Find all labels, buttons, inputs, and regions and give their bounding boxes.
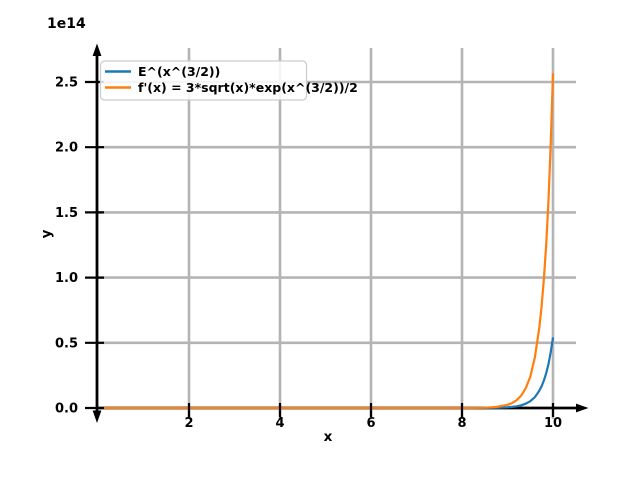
gridlines (97, 48, 576, 419)
y-axis (92, 43, 102, 423)
legend-label-0: E^(x^(3/2)) (138, 64, 220, 79)
y-tick-label: 2.0 (55, 141, 78, 156)
tick-marks (85, 80, 555, 417)
x-tick-label: 4 (275, 416, 284, 431)
x-tick-label: 6 (366, 416, 375, 431)
y-axis-label: y (39, 229, 55, 238)
y-axis-top-arrow-icon (92, 43, 102, 56)
legend-box (99, 60, 308, 101)
y-tick-label: 0.5 (55, 336, 78, 351)
y-tick-label: 2.5 (55, 76, 78, 91)
y-tick-label: 1.5 (55, 206, 78, 221)
series-line-1 (98, 73, 555, 410)
x-tick-label: 2 (184, 416, 193, 431)
x-axis-arrow-icon (576, 403, 589, 413)
y-tick-label: 1.0 (55, 271, 78, 286)
y-axis-bottom-arrow-icon (92, 410, 102, 423)
legend-label-1: f'(x) = 3*sqrt(x)*exp(x^(3/2))/2 (138, 80, 358, 95)
x-axis-label: x (324, 429, 333, 445)
tick-labels: 0.0 0.5 1.0 1.5 2.0 2.5 2 4 6 8 10 (55, 76, 562, 432)
series-curves (98, 73, 555, 410)
legend: E^(x^(3/2)) f'(x) = 3*sqrt(x)*exp(x^(3/2… (99, 60, 358, 101)
x-tick-label: 8 (457, 416, 466, 431)
x-tick-label: 10 (544, 416, 562, 431)
y-tick-label: 0.0 (55, 402, 78, 417)
y-axis-offset-text: 1e14 (47, 16, 86, 32)
